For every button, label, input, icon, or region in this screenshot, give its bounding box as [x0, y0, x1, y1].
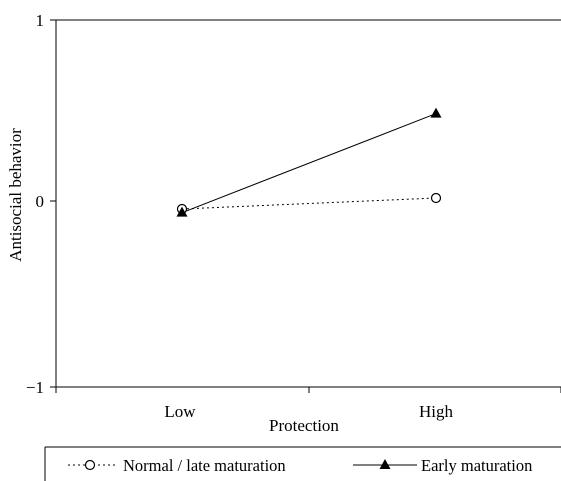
- legend-label-early: Early maturation: [421, 456, 532, 475]
- y-tick-label-0: 0: [36, 192, 45, 211]
- x-tick-label-high: High: [419, 402, 454, 421]
- series-1-point-1: [430, 107, 442, 118]
- y-tick-label-1: 1: [36, 11, 45, 30]
- series-0-point-1: [430, 192, 442, 204]
- series-line-0: [181, 197, 437, 210]
- x-axis-title: Protection: [269, 416, 339, 435]
- x-tick-label-low: Low: [164, 402, 196, 421]
- y-tick-label-minus1: −1: [26, 378, 44, 397]
- legend-swatch-early-marker: [379, 459, 391, 469]
- legend-label-normal: Normal / late maturation: [123, 456, 286, 475]
- y-axis-title: Antisocial behavior: [6, 128, 25, 262]
- series-line-1: [181, 113, 437, 214]
- legend-swatch-normal-marker: [84, 459, 96, 471]
- series-1-point-0: [176, 206, 188, 217]
- legend: Normal / late maturation Early maturatio…: [44, 446, 561, 481]
- series-layer: [176, 107, 442, 217]
